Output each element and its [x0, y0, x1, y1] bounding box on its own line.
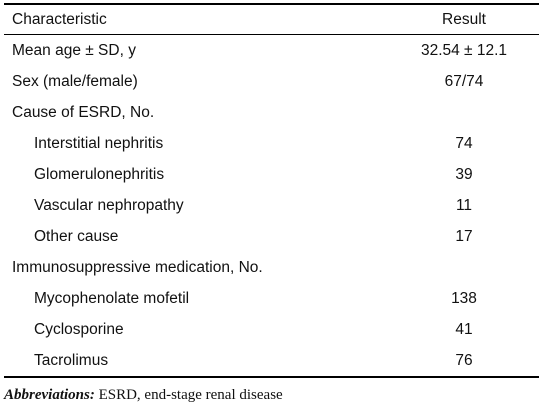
- row-label: Cause of ESRD, No.: [12, 103, 155, 121]
- row-label: Tacrolimus: [34, 351, 109, 369]
- row-value: [389, 97, 539, 128]
- row-label: Immunosuppressive medication, No.: [12, 258, 263, 276]
- data-table: Characteristic Result Mean age ± SD, y 3…: [4, 5, 539, 376]
- header-characteristic: Characteristic: [4, 5, 389, 35]
- row-label: Vascular nephropathy: [34, 196, 184, 214]
- table-row: Mycophenolate mofetil 138: [4, 283, 539, 314]
- table-row: Interstitial nephritis 74: [4, 128, 539, 159]
- row-value: 39: [455, 165, 473, 183]
- table-row: Immunosuppressive medication, No.: [4, 252, 539, 283]
- table-row: Vascular nephropathy 11: [4, 190, 539, 221]
- row-value: 138: [451, 289, 477, 307]
- row-value: 67/74: [444, 72, 484, 90]
- footnote-lead: Abbreviations:: [4, 387, 95, 403]
- row-value: 76: [455, 351, 473, 369]
- row-value: 32.54 ± 12.1: [420, 41, 508, 59]
- table-row: Cause of ESRD, No.: [4, 97, 539, 128]
- row-value: 41: [455, 320, 473, 338]
- row-value: 74: [455, 134, 473, 152]
- table-row: Tacrolimus 76: [4, 345, 539, 376]
- table-footnote: Abbreviations: ESRD, end-stage renal dis…: [4, 387, 283, 404]
- table-row: Cyclosporine 41: [4, 314, 539, 345]
- row-value: 17: [455, 227, 473, 245]
- row-label: Sex (male/female): [12, 72, 138, 90]
- characteristics-table: Characteristic Result Mean age ± SD, y 3…: [4, 3, 539, 378]
- table-row: Glomerulonephritis 39: [4, 159, 539, 190]
- row-label: Mean age ± SD, y: [12, 41, 136, 59]
- row-label: Interstitial nephritis: [34, 134, 164, 152]
- row-value: [389, 252, 539, 283]
- header-row: Characteristic Result: [4, 5, 539, 35]
- row-label: Cyclosporine: [34, 320, 124, 338]
- table-row: Sex (male/female) 67/74: [4, 66, 539, 97]
- row-value: 11: [455, 196, 473, 214]
- row-label: Mycophenolate mofetil: [34, 289, 190, 307]
- table-row: Mean age ± SD, y 32.54 ± 12.1: [4, 35, 539, 67]
- row-label: Glomerulonephritis: [34, 165, 165, 183]
- footnote-text: ESRD, end-stage renal disease: [94, 387, 283, 403]
- header-result: Result: [389, 5, 539, 35]
- row-label: Other cause: [34, 227, 119, 245]
- table-row: Other cause 17: [4, 221, 539, 252]
